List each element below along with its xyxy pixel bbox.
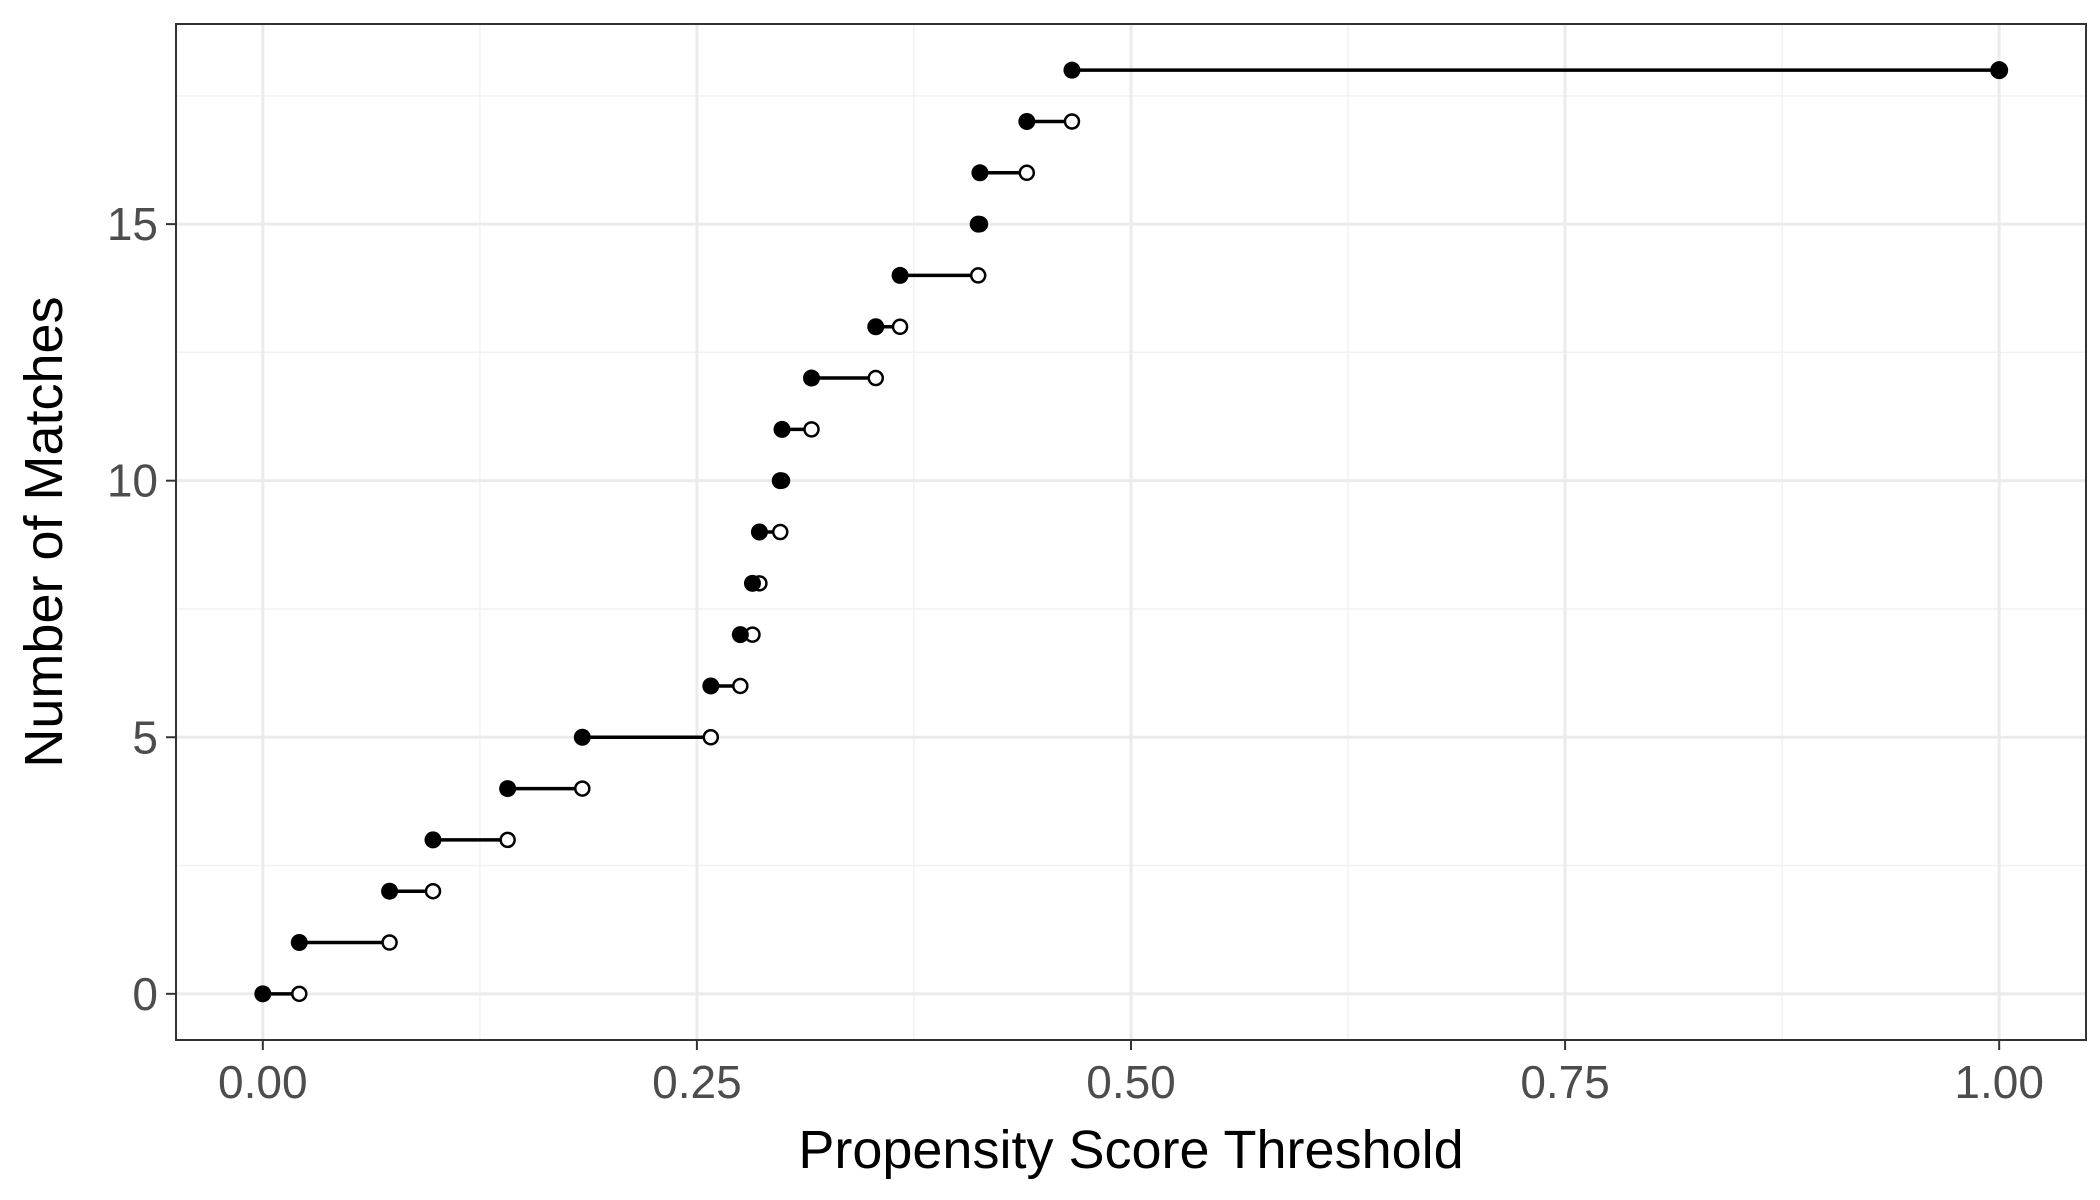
step-start-point <box>803 369 821 387</box>
y-tick-label: 15 <box>107 198 158 250</box>
step-start-point <box>771 472 789 490</box>
x-tick-label: 0.25 <box>652 1056 742 1108</box>
y-tick-label: 0 <box>132 968 158 1020</box>
step-end-point <box>1990 61 2009 80</box>
step-start-point <box>731 626 749 644</box>
step-end-point <box>1018 164 1036 182</box>
step-start-point <box>891 266 909 284</box>
step-end-point <box>891 318 909 335</box>
x-tick-label: 0.00 <box>218 1056 308 1108</box>
step-start-point <box>1018 112 1036 130</box>
step-end-point <box>381 934 398 951</box>
x-tick-label: 0.75 <box>1520 1056 1610 1108</box>
x-axis-title: Propensity Score Threshold <box>798 1120 1463 1180</box>
step-end-point <box>969 267 987 284</box>
y-axis-title: Number of Matches <box>14 296 74 767</box>
major-gridlines <box>176 24 2086 1040</box>
step-start-point <box>290 934 308 952</box>
step-end-point <box>574 780 591 797</box>
step-end-point <box>772 523 789 541</box>
step-start-point <box>254 985 272 1003</box>
y-tick-label: 5 <box>132 711 158 763</box>
y-tick-label: 10 <box>107 455 158 507</box>
step-series <box>254 61 2009 1003</box>
step-end-point <box>291 985 308 1003</box>
step-start-point <box>381 882 399 900</box>
step-start-point <box>971 164 989 182</box>
step-end-point <box>803 421 820 438</box>
y-axis-ticks: 0 5 10 15 <box>107 198 176 1020</box>
step-start-point <box>867 318 885 336</box>
step-start-point <box>1063 61 1081 79</box>
x-axis-ticks: 0.00 0.25 0.50 0.75 1.00 <box>218 1040 2044 1108</box>
step-start-point <box>424 831 442 849</box>
step-end-point <box>424 882 442 900</box>
x-tick-label: 1.00 <box>1954 1056 2044 1108</box>
step-start-point <box>499 780 517 798</box>
step-start-point <box>750 523 768 541</box>
step-end-point <box>867 369 885 387</box>
step-start-point <box>969 215 987 233</box>
step-end-point <box>702 729 720 746</box>
step-start-point <box>773 420 791 438</box>
step-end-point <box>732 677 749 695</box>
step-end-point <box>499 831 516 849</box>
step-end-point <box>1063 113 1081 130</box>
step-start-point <box>743 574 761 592</box>
step-start-point <box>573 728 591 746</box>
x-tick-label: 0.50 <box>1086 1056 1176 1108</box>
step-start-point <box>702 677 720 695</box>
